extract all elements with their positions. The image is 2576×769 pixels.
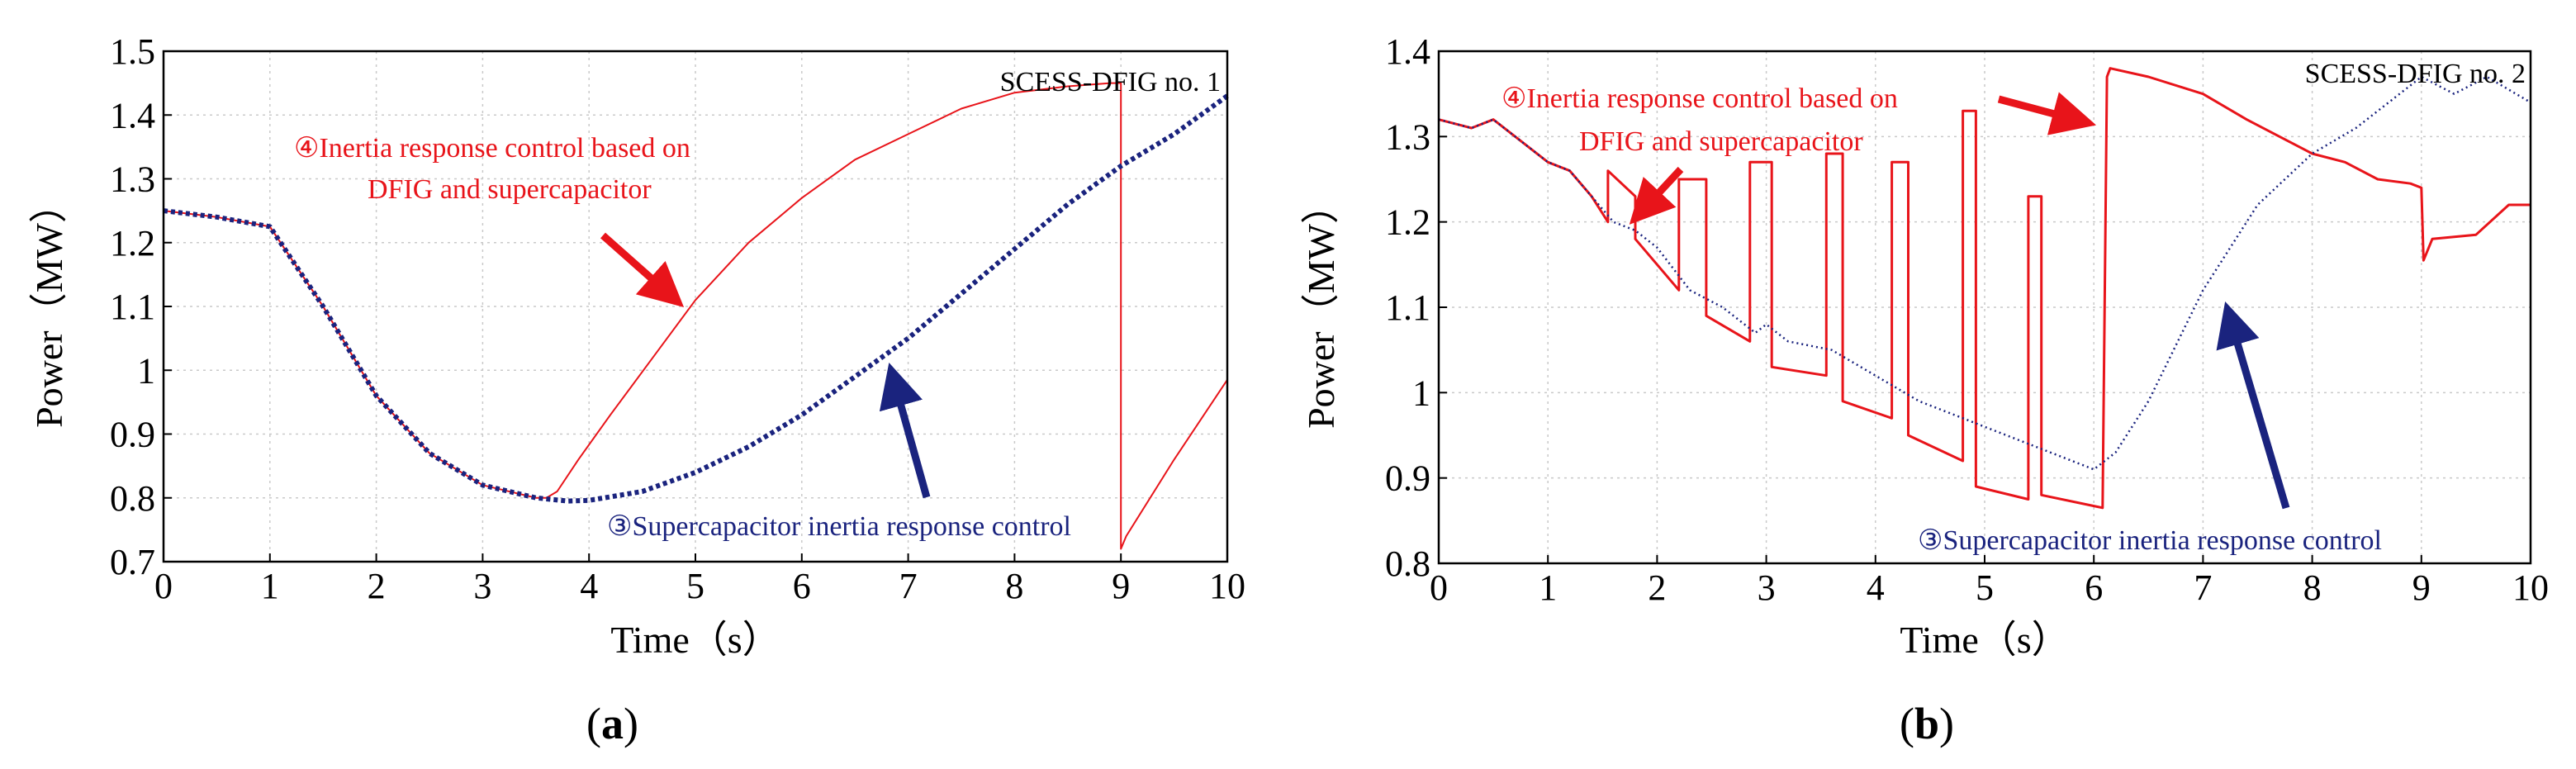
y-tick-label: 1: [137, 350, 155, 391]
y-tick-label: 1.4: [110, 95, 155, 135]
x-tick-label: 2: [368, 566, 386, 606]
x-tick-label: 10: [2512, 567, 2549, 608]
annotation-arrow-red-2: [1629, 166, 1684, 225]
annotation-arrow-blue: [879, 362, 931, 499]
x-tick-label: 4: [1867, 567, 1885, 608]
chart-panel-b: 0 1 2 3 4 5 6 7 8 9 10 0.8 0.9 1 1.1 1.2 1.3 1.4 SCESS-DF…: [1300, 31, 2549, 748]
y-tick-label: 1.2: [110, 223, 155, 263]
y-tick-label: 0.9: [1385, 458, 1430, 499]
x-tick-label: 6: [793, 566, 811, 606]
y-tick-label: 1.2: [1385, 202, 1430, 243]
y-tick-label: 1.1: [110, 287, 155, 327]
series-layer: [1438, 67, 2531, 510]
x-tick-label: 0: [1430, 567, 1448, 608]
x-tick-label: 6: [2085, 567, 2103, 608]
x-tick-label: 7: [2194, 567, 2212, 608]
y-axis-label: Power（MW）: [1300, 186, 1342, 429]
annotation-red-line1: ④Inertia response control based on: [294, 133, 690, 164]
x-tick-label: 3: [473, 566, 491, 606]
annotation-red-line1: ④Inertia response control based on: [1501, 83, 1898, 114]
annotation-blue: ③Supercapacitor inertia response control: [1918, 525, 2382, 556]
series-line-inertia-dfig-supercapacitor: [1438, 67, 2531, 510]
y-tick-label: 1.4: [1385, 31, 1430, 72]
x-tick-label: 7: [899, 566, 918, 606]
x-axis-label: Time（s）: [1900, 619, 2069, 661]
x-tick-label: 4: [580, 566, 598, 606]
x-tick-label: 10: [1209, 566, 1245, 606]
panel-caption-letter: b: [1914, 699, 1939, 748]
x-tick-label: 3: [1758, 567, 1776, 608]
x-tick-label: 1: [1539, 567, 1557, 608]
axis-ticks: 0 1 2 3 4 5 6 7 8 9 10 0.7 0.8 0.9 1 1.1 1.2 1.3 1.4 1.5: [110, 31, 1245, 606]
y-tick-label: 1.3: [1385, 116, 1430, 157]
series-line-supercapacitor-inertia: [163, 93, 1229, 504]
axis-ticks: 0 1 2 3 4 5 6 7 8 9 10 0.8 0.9 1 1.1 1.2 1.3 1.4: [1385, 31, 2549, 608]
panel-caption: (b): [1900, 699, 1954, 748]
x-tick-label: 8: [1005, 566, 1023, 606]
x-axis-label: Time（s）: [610, 619, 780, 661]
panel-title: SCESS-DFIG no. 1: [1000, 67, 1221, 97]
y-tick-label: 1.3: [110, 159, 155, 200]
x-tick-label: 9: [2412, 567, 2431, 608]
grid-lines: [164, 51, 1227, 562]
annotation-arrow-blue: [2216, 301, 2290, 510]
annotation-arrow-red-1: [1997, 92, 2097, 135]
y-tick-label: 0.9: [110, 415, 155, 455]
annotation-arrow-red: [600, 232, 685, 307]
y-tick-label: 1: [1412, 373, 1430, 413]
y-tick-label: 1.5: [110, 31, 155, 72]
series-layer: [163, 82, 1229, 550]
chart-panel-a: 0 1 2 3 4 5 6 7 8 9 10 0.7 0.8 0.9 1 1.1 1.2 1.3 1.4 1.5 SC…: [28, 31, 1245, 748]
annotation-red-line2: DFIG and supercapacitor: [368, 174, 652, 205]
x-tick-label: 2: [1648, 567, 1666, 608]
x-tick-label: 0: [154, 566, 173, 606]
y-tick-label: 0.7: [110, 542, 155, 582]
x-tick-label: 8: [2303, 567, 2322, 608]
x-tick-label: 1: [261, 566, 279, 606]
panel-caption: (a): [586, 699, 638, 748]
x-tick-label: 9: [1112, 566, 1130, 606]
annotation-red-line2: DFIG and supercapacitor: [1579, 126, 1863, 157]
y-tick-label: 1.1: [1385, 287, 1430, 328]
y-tick-label: 0.8: [1385, 544, 1430, 584]
panel-caption-letter: a: [601, 699, 624, 748]
x-tick-label: 5: [1976, 567, 1994, 608]
panel-title: SCESS-DFIG no. 2: [2305, 59, 2526, 89]
y-tick-label: 0.8: [110, 478, 155, 519]
x-tick-label: 5: [686, 566, 704, 606]
series-line-inertia-dfig-supercapacitor: [163, 82, 1228, 550]
y-axis-label: Power（MW）: [28, 185, 70, 428]
annotation-blue: ③Supercapacitor inertia response control: [607, 511, 1071, 542]
